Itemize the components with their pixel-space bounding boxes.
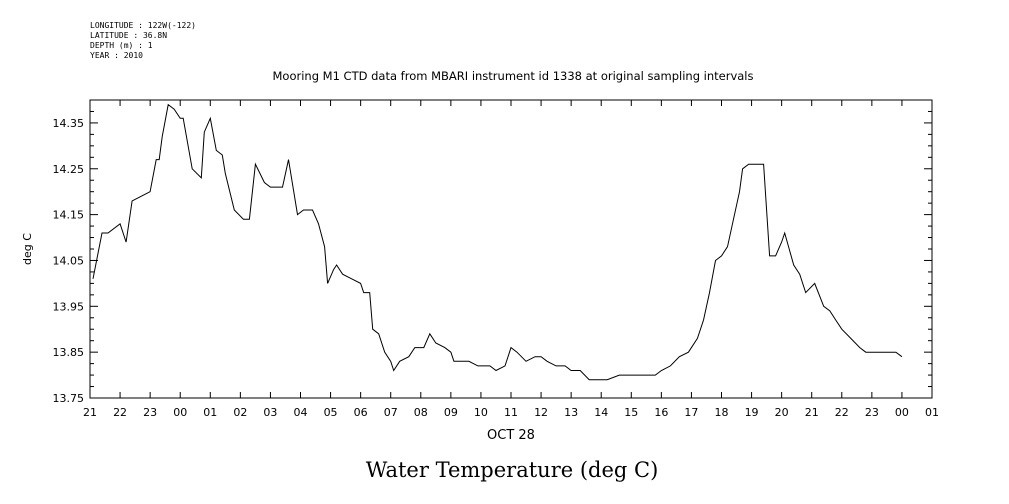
x-tick-label: 14	[594, 406, 608, 419]
x-axis: 21 22 23 00 01 02 03 04 05 06 07 08 09 10 11 12 13 14 15 16…	[83, 100, 939, 419]
x-tick-label: 20	[775, 406, 789, 419]
x-tick-label: 21	[805, 406, 819, 419]
x-tick-label: 16	[654, 406, 668, 419]
series-group	[92, 103, 903, 381]
x-tick-label: 11	[504, 406, 518, 419]
y-tick-label: 13.85	[53, 346, 85, 359]
depth-text: DEPTH (m) : 1	[90, 41, 153, 50]
x-tick-label: 15	[624, 406, 638, 419]
x-tick-label: 06	[354, 406, 368, 419]
y-tick-label: 14.35	[53, 117, 85, 130]
metadata-block: LONGITUDE : 122W(-122) LATITUDE : 36.8N …	[90, 21, 196, 61]
plot-frame	[89, 99, 933, 399]
x-tick-label: 18	[715, 406, 729, 419]
x-tick-label: 04	[294, 406, 308, 419]
x-tick-label: 22	[835, 406, 849, 419]
figure-caption: Water Temperature (deg C)	[366, 458, 659, 482]
x-tick-label: 17	[684, 406, 698, 419]
x-tick-label: 09	[444, 406, 458, 419]
x-tick-label: 12	[534, 406, 548, 419]
longitude-text: LONGITUDE : 122W(-122)	[90, 21, 196, 30]
x-tick-label: 00	[173, 406, 187, 419]
x-tick-label: 01	[203, 406, 217, 419]
x-tick-label: 01	[925, 406, 939, 419]
x-tick-label: 08	[414, 406, 428, 419]
y-axis-label: deg C	[21, 233, 34, 265]
x-tick-label: 22	[113, 406, 127, 419]
y-tick-label: 14.25	[53, 163, 85, 176]
x-tick-label: 21	[83, 406, 97, 419]
x-axis-label: OCT 28	[487, 428, 535, 443]
x-tick-label: 10	[474, 406, 488, 419]
x-tick-label: 23	[865, 406, 879, 419]
y-tick-label: 13.95	[53, 300, 85, 313]
x-tick-label: 19	[745, 406, 759, 419]
x-tick-label: 23	[143, 406, 157, 419]
x-tick-label: 07	[384, 406, 398, 419]
x-tick-label: 02	[233, 406, 247, 419]
y-tick-label: 14.05	[53, 254, 85, 267]
y-axis: 14.35 14.25 14.15 14.05 13.95 13.85 13.75	[53, 99, 932, 405]
series-line	[92, 103, 903, 381]
x-tick-label: 00	[895, 406, 909, 419]
x-tick-label: 05	[324, 406, 338, 419]
x-tick-label: 03	[263, 406, 277, 419]
y-tick-label: 13.75	[53, 392, 85, 405]
x-tick-label: 13	[564, 406, 578, 419]
chart-title: Mooring M1 CTD data from MBARI instrumen…	[273, 69, 754, 83]
y-tick-label: 14.15	[53, 209, 85, 222]
latitude-text: LATITUDE : 36.8N	[90, 31, 168, 40]
year-text: YEAR : 2010	[90, 51, 143, 60]
